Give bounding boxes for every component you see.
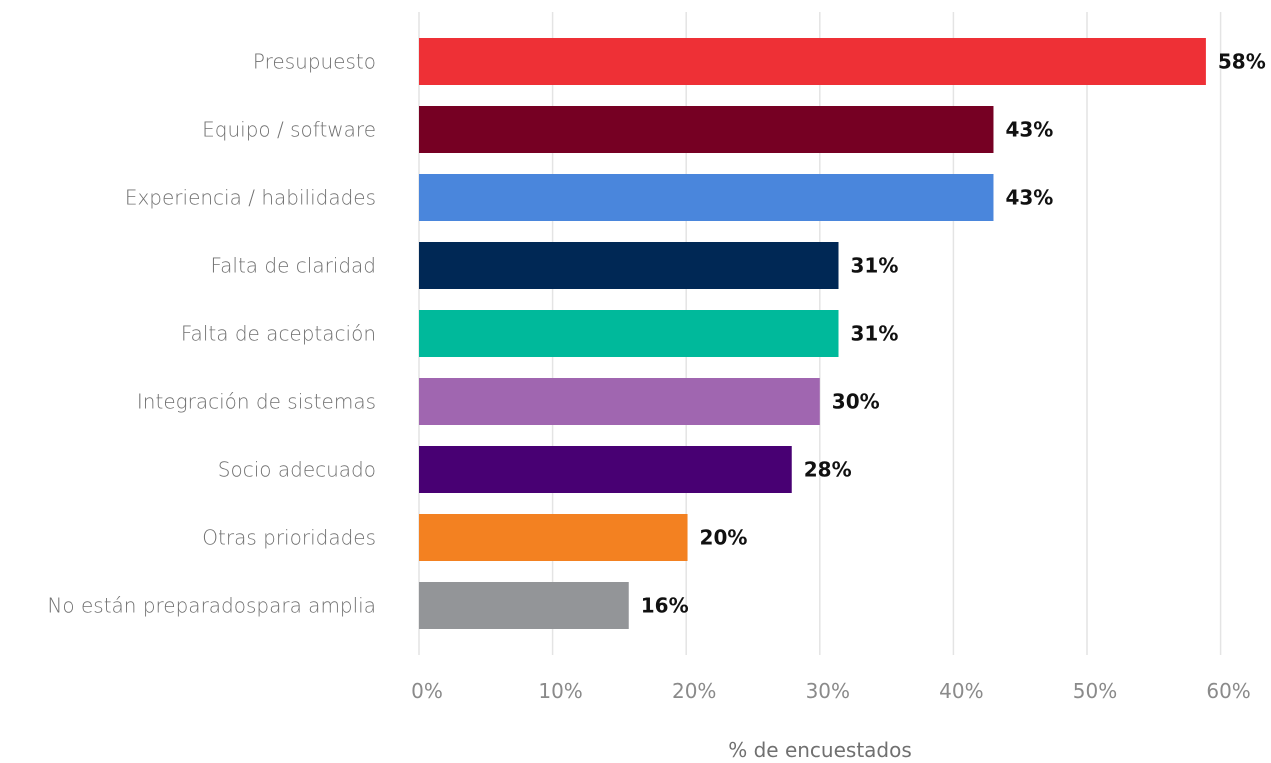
- value-label: 28%: [804, 458, 852, 482]
- x-tick-label: 10%: [538, 679, 582, 703]
- bar: [419, 106, 994, 153]
- x-tick-label: 0%: [411, 679, 443, 703]
- bar: [419, 310, 839, 357]
- x-tick-label: 20%: [672, 679, 716, 703]
- x-tick-label: 50%: [1073, 679, 1117, 703]
- value-label: 58%: [1218, 50, 1266, 74]
- bar: [419, 514, 688, 561]
- category-label: Falta de claridad: [210, 254, 376, 278]
- bar: [419, 174, 994, 221]
- bar: [419, 446, 792, 493]
- category-label: Falta de aceptación: [181, 322, 376, 346]
- category-label: Experiencia / habilidades: [125, 186, 376, 210]
- bars: [419, 38, 1206, 629]
- bar: [419, 378, 820, 425]
- category-label: Otras prioridades: [202, 526, 376, 550]
- category-label: Socio adecuado: [218, 458, 376, 482]
- value-label: 43%: [1005, 186, 1053, 210]
- x-tick-labels: 0% 10% 20% 30% 40% 50% 60%: [411, 679, 1251, 703]
- value-label: 30%: [832, 390, 880, 414]
- x-tick-label: 30%: [806, 679, 850, 703]
- category-label: Equipo / software: [202, 118, 376, 142]
- value-label: 31%: [851, 254, 899, 278]
- category-label: No están preparadospara amplia: [47, 594, 376, 618]
- value-label: 16%: [641, 594, 689, 618]
- bar: [419, 38, 1206, 85]
- value-label: 20%: [700, 526, 748, 550]
- bar: [419, 242, 839, 289]
- x-tick-label: 60%: [1206, 679, 1250, 703]
- category-labels: Presupuesto Equipo / software Experiencia …: [47, 50, 376, 618]
- bar: [419, 582, 629, 629]
- value-labels: 58% 43% 43% 31% 31% 30% 28% 20% 16%: [641, 50, 1266, 618]
- value-label: 43%: [1005, 118, 1053, 142]
- category-label: Presupuesto: [253, 50, 376, 74]
- x-axis-title: % de encuestados: [728, 738, 912, 762]
- x-tick-label: 40%: [939, 679, 983, 703]
- category-label: Integración de sistemas: [137, 390, 376, 414]
- value-label: 31%: [851, 322, 899, 346]
